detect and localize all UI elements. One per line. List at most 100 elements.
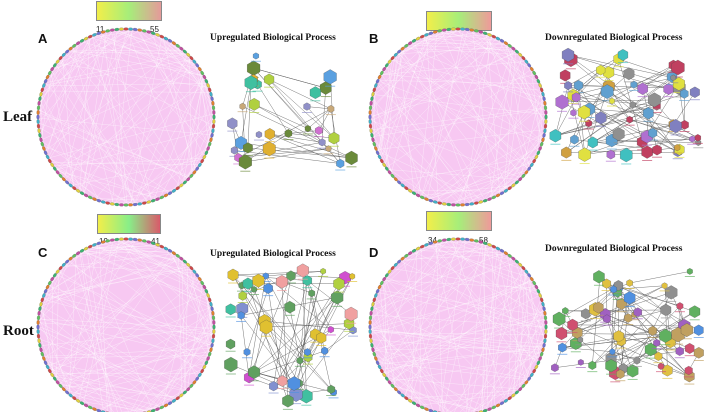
edge-line [376,150,486,201]
go-term-node [296,263,309,278]
gene-node [491,34,496,39]
edge-line [426,34,439,203]
gene-node [68,46,73,51]
go-edge [607,91,649,114]
gene-node [202,364,207,370]
gene-node [536,150,541,155]
gene-node [474,239,479,243]
gene-node [36,320,40,325]
gene-node [37,338,41,344]
gene-node [374,83,378,88]
network-d-circle [370,239,546,412]
go-term-node [244,75,258,90]
gene-node [375,150,380,155]
gene-node [491,405,496,410]
gene-node [514,259,519,264]
gene-node [478,240,484,244]
gene-node [204,360,209,365]
gene-node [521,266,526,271]
edge-line [399,51,415,194]
edge-line [47,292,208,367]
edge-line [371,97,465,205]
gene-node [189,383,194,388]
edge-line [380,35,492,77]
panel-title-d: Downregulated Biological Process [545,244,683,254]
gene-node [198,372,202,378]
go-term-node [259,319,273,335]
go-edge [302,270,307,397]
gene-node [407,251,413,255]
go-edge [238,148,329,158]
edge-line [411,249,418,402]
gene-node [68,183,73,188]
gene-node [524,59,529,64]
edge-line [178,256,183,396]
gene-node [384,166,389,171]
edge-line [142,114,215,204]
edge-line [395,29,451,56]
go-edge [629,271,690,284]
gene-node [128,27,133,31]
edge-line [378,348,544,365]
edge-line [372,40,502,138]
edge-line [56,270,59,382]
gene-node [374,356,378,361]
edge-line [111,29,133,204]
edge-line [92,198,154,201]
gene-node [543,128,547,134]
gene-node [212,333,216,339]
go-edge [566,77,674,153]
go-term-node [349,273,356,280]
colorbar-d-min: 34 [428,236,437,245]
go-edge [253,297,338,373]
edge-line [480,176,523,203]
edge-line [153,33,203,73]
gene-node [372,351,376,357]
gene-node [210,343,214,348]
go-edge [307,329,331,358]
go-term-node [577,336,584,343]
go-term-node [238,154,252,170]
gene-node [382,276,386,282]
gene-node [96,409,102,412]
panel-b-go-network [549,47,704,165]
gene-node [460,237,465,241]
go-term-node [587,136,598,149]
gene-node [384,273,389,278]
edge-line [384,166,438,203]
edge-line [426,244,537,287]
edge-line [185,117,215,182]
gene-node [43,150,48,155]
edge-line [116,239,215,328]
edge-line [379,286,390,382]
go-term-node [661,282,668,290]
edge-line [387,169,521,180]
go-term-node [562,307,569,315]
gene-node [540,141,544,147]
gene-node [384,63,389,68]
go-edge [612,351,637,361]
edge-line [38,338,187,391]
go-edge [566,76,673,153]
gene-node [507,253,512,258]
edge-line [38,41,81,106]
edge-line [370,280,534,336]
edge-line [465,243,487,412]
edge-line [59,269,123,412]
edge-line [397,155,537,182]
gene-node [142,29,147,33]
edge-line [98,33,210,89]
go-edge [307,280,352,315]
go-term-node [243,348,251,356]
gene-node [100,410,106,412]
edge-line [402,258,442,412]
go-term-node [284,129,293,138]
edge-line [87,245,160,249]
edge-line [83,28,128,195]
gene-node [79,39,85,43]
edge-line [515,260,543,302]
gene-node [415,403,421,408]
gene-node [155,407,160,411]
edge-line [492,245,495,408]
go-term-node [328,131,340,145]
